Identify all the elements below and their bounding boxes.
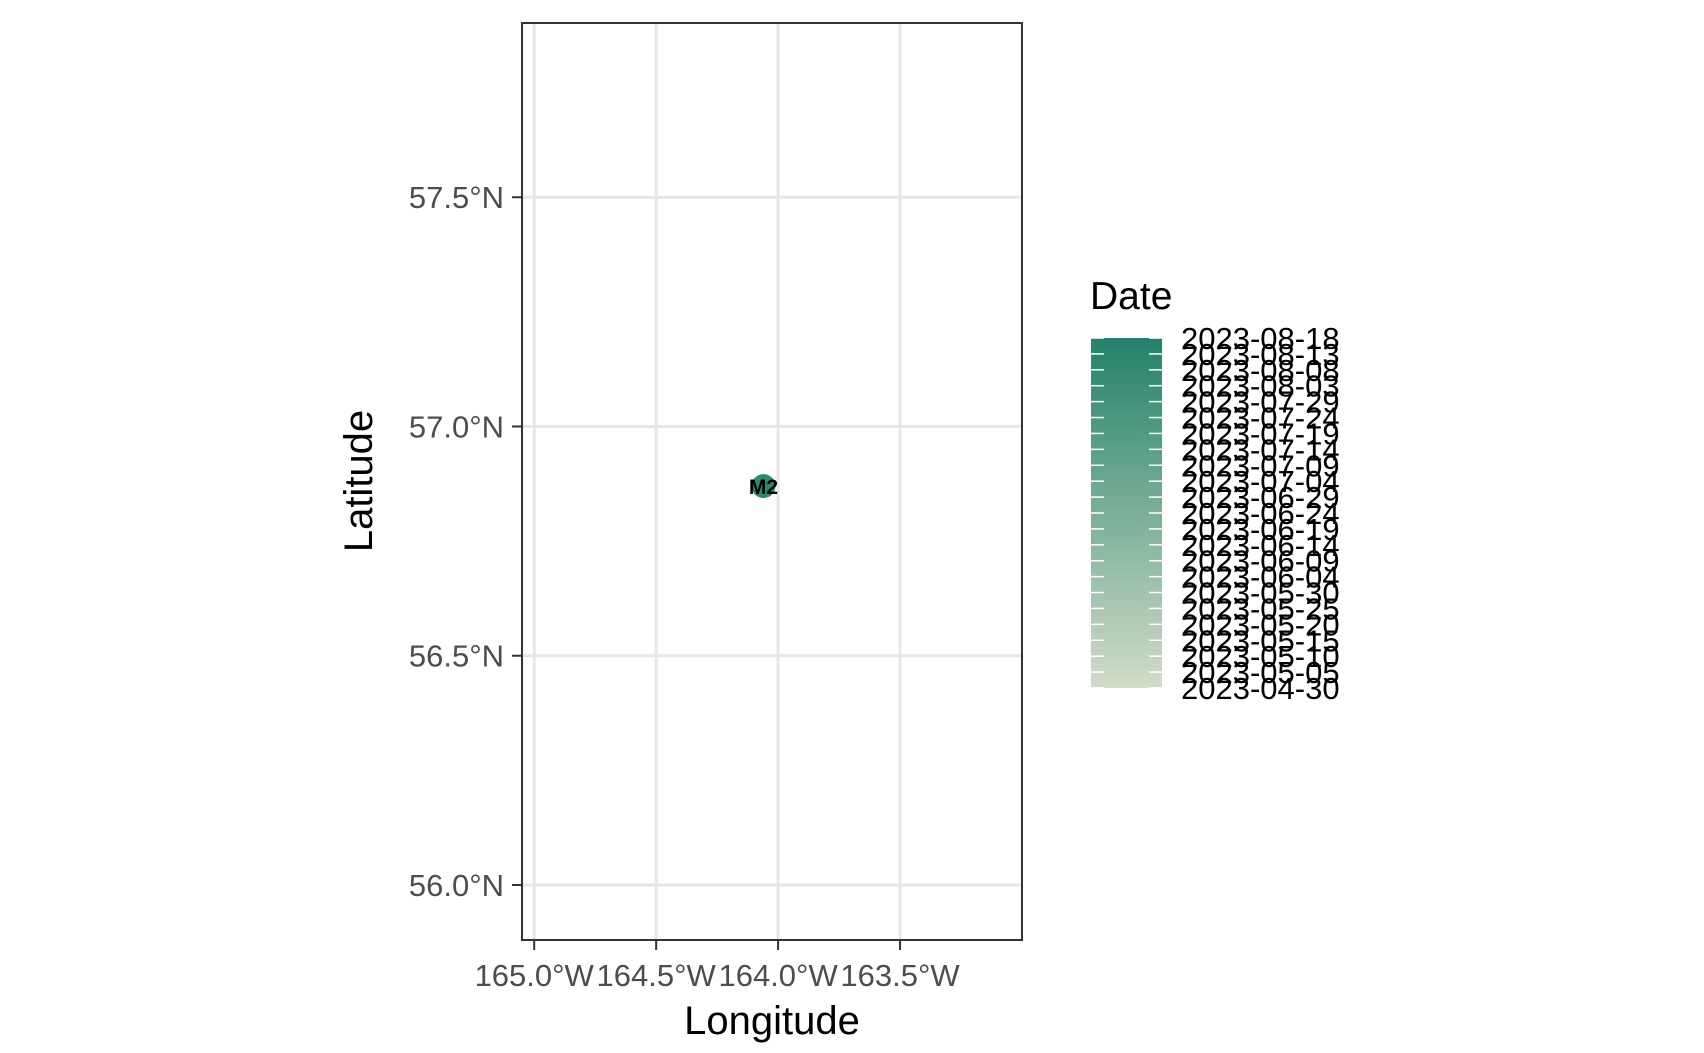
- x-axis-title: Longitude: [684, 999, 860, 1043]
- legend-label: 2023-06-14: [1181, 528, 1340, 563]
- legend-label: 2023-05-15: [1181, 623, 1340, 658]
- y-tick-label: 56.0°N: [409, 868, 504, 903]
- y-tick-label: 57.5°N: [409, 180, 504, 215]
- legend-label: 2023-06-09: [1181, 544, 1340, 579]
- legend-label: 2023-08-08: [1181, 353, 1340, 388]
- x-tick-label: 165.0°W: [475, 958, 595, 993]
- y-tick-label: 56.5°N: [409, 639, 504, 674]
- legend-labels: 2023-04-302023-05-052023-05-102023-05-15…: [1181, 321, 1340, 706]
- legend-label: 2023-07-24: [1181, 401, 1340, 436]
- legend-ticks: [1091, 337, 1162, 689]
- x-tick-label: 164.0°W: [718, 958, 838, 993]
- legend-label: 2023-07-04: [1181, 464, 1340, 499]
- legend-label: 2023-07-09: [1181, 448, 1340, 483]
- legend-label: 2023-07-19: [1181, 416, 1340, 451]
- legend: Date 2023-04-302023-05-052023-05-102023-…: [1090, 275, 1340, 706]
- point-label: M2: [749, 476, 778, 499]
- x-axis: 165.0°W 164.5°W 164.0°W 163.5°W: [475, 940, 960, 993]
- panel-grid: [522, 23, 1022, 940]
- legend-label: 2023-06-04: [1181, 560, 1340, 595]
- panel-border: [521, 22, 1023, 941]
- x-tick-label: 163.5°W: [840, 958, 960, 993]
- legend-label: 2023-07-29: [1181, 385, 1340, 420]
- data-point: [751, 474, 776, 499]
- y-tick-label: 57.0°N: [409, 409, 504, 444]
- legend-label: 2023-05-10: [1181, 639, 1340, 674]
- legend-label: 2023-05-25: [1181, 591, 1340, 626]
- y-axis-title: Latitude: [337, 410, 381, 552]
- legend-label: 2023-05-05: [1181, 655, 1340, 690]
- legend-label: 2023-06-19: [1181, 512, 1340, 547]
- x-tick-label: 164.5°W: [597, 958, 717, 993]
- legend-label: 2023-08-03: [1181, 369, 1340, 404]
- legend-label: 2023-07-14: [1181, 432, 1340, 467]
- legend-label: 2023-08-13: [1181, 337, 1340, 372]
- legend-label: 2023-06-24: [1181, 496, 1340, 531]
- legend-title: Date: [1090, 275, 1172, 318]
- legend-label: 2023-08-18: [1181, 321, 1340, 356]
- legend-label: 2023-04-30: [1181, 671, 1340, 706]
- legend-label: 2023-06-29: [1181, 480, 1340, 515]
- data-points: M2: [749, 474, 778, 499]
- legend-label: 2023-05-30: [1181, 576, 1340, 611]
- legend-label: 2023-05-20: [1181, 607, 1340, 642]
- y-axis: 56.0°N 56.5°N 57.0°N 57.5°N: [409, 180, 522, 903]
